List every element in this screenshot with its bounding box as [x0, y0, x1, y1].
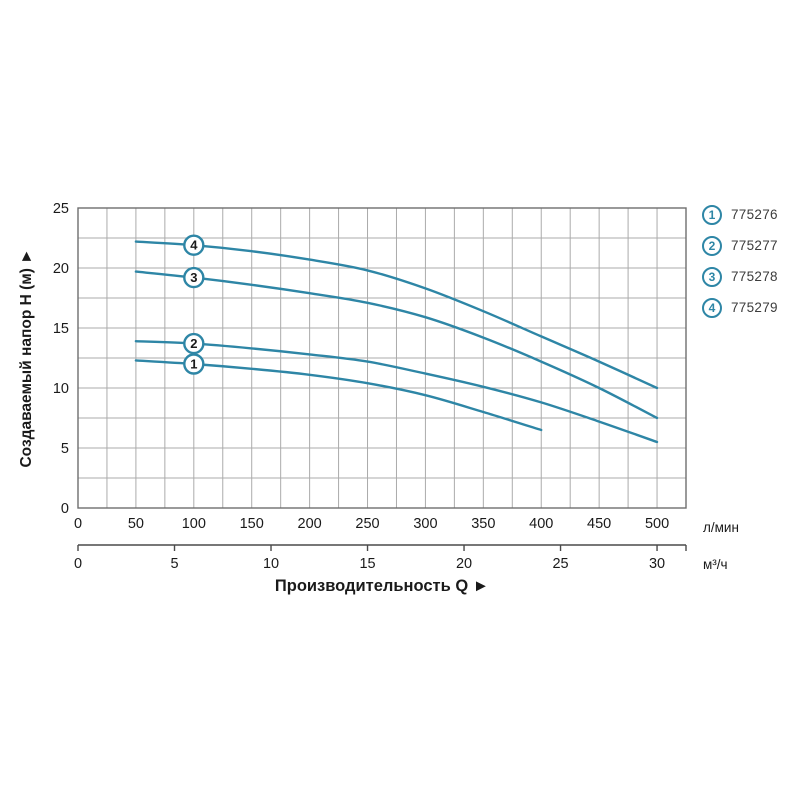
x-tick-label-lmin: 100: [182, 516, 206, 532]
legend-label-775276: 775276: [731, 207, 778, 222]
y-tick-label: 15: [53, 321, 69, 337]
legend-item-775278: 3 775278: [702, 266, 778, 287]
y-axis-tick-labels: 0 5 10 15 20 25: [53, 201, 69, 517]
curve-marker-circle-2: [183, 332, 205, 355]
legend: 1 775276 2 775277 3 775278 4 775279: [702, 204, 778, 318]
x-tick-label-lmin: 500: [645, 516, 669, 532]
legend-item-775279: 4 775279: [702, 297, 778, 318]
y-tick-label: 20: [53, 261, 69, 277]
x-tick-label-m3h: 0: [74, 556, 82, 572]
curve-marker-number-4: 4: [190, 238, 198, 253]
curve-marker-circle-1: [183, 353, 205, 375]
y-tick-label: 25: [53, 201, 69, 217]
curve-marker-number-1: 1: [190, 357, 197, 372]
legend-marker-2: 2: [702, 235, 722, 256]
curve-number-markers: 1 2 3 4: [183, 234, 205, 375]
y-tick-label: 10: [53, 381, 69, 397]
curve-marker-circle-3: [183, 266, 205, 289]
x-axis-unit-lmin: л/мин: [703, 520, 739, 535]
legend-item-775276: 1 775276: [702, 204, 778, 225]
x-tick-label-m3h: 10: [263, 556, 279, 572]
curve-775278: [134, 270, 659, 420]
legend-item-775277: 2 775277: [702, 235, 778, 256]
y-axis-title: Создаваемый напор H (м) ►: [18, 248, 35, 467]
x-tick-label-lmin: 450: [587, 516, 611, 532]
x-tick-label-lmin: 250: [355, 516, 379, 532]
x-tick-label-lmin: 300: [413, 516, 437, 532]
y-tick-label: 5: [61, 441, 69, 457]
plot-frame: [77, 207, 687, 509]
grid-lines: [78, 208, 686, 508]
x-tick-label-lmin: 150: [240, 516, 264, 532]
x-axis-m3h: 0 5 10 15 20 25 30: [74, 544, 687, 572]
legend-marker-3: 3: [702, 266, 722, 287]
x-axis-lmin-tick-labels: 0 50 100 150 200 250 300 350 400 450 500: [74, 516, 669, 532]
legend-label-775278: 775278: [731, 269, 778, 284]
curve-775277: [134, 340, 659, 444]
x-tick-label-lmin: 400: [529, 516, 553, 532]
legend-label-775277: 775277: [731, 238, 778, 253]
x-tick-label-m3h: 15: [359, 556, 375, 572]
legend-label-775279: 775279: [731, 300, 778, 315]
x-tick-label-lmin: 200: [298, 516, 322, 532]
x-tick-label-m3h: 20: [456, 556, 472, 572]
y-tick-label: 0: [61, 501, 69, 517]
legend-marker-4: 4: [702, 297, 722, 318]
x-axis-title: Производительность Q ►: [275, 577, 489, 595]
x-tick-label-lmin: 0: [74, 516, 82, 532]
x-tick-label-m3h: 25: [552, 556, 568, 572]
x-tick-label-m3h: 5: [170, 556, 178, 572]
legend-marker-1: 1: [702, 204, 722, 225]
x-tick-label-m3h: 30: [649, 556, 665, 572]
curve-marker-number-2: 2: [190, 336, 197, 351]
curve-marker-circle-4: [183, 234, 205, 256]
x-tick-label-lmin: 350: [471, 516, 495, 532]
x-axis-unit-m3h: м³/ч: [703, 557, 728, 572]
curve-marker-number-3: 3: [190, 270, 197, 285]
curve-775279: [134, 240, 659, 390]
x-tick-label-lmin: 50: [128, 516, 144, 532]
